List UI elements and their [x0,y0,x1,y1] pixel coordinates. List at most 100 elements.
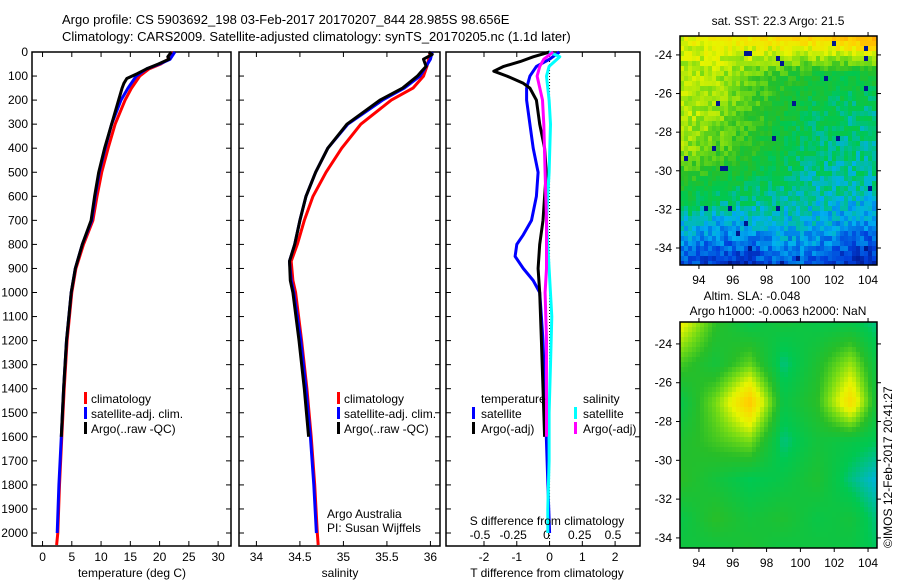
heatmap-cell [708,186,712,191]
heatmap-cell [872,186,876,191]
heatmap-cell [804,492,808,497]
heatmap-cell [740,482,744,487]
heatmap-cell [732,66,736,71]
heatmap-cell [812,156,816,161]
heatmap-cell [860,477,864,482]
heatmap-cell [704,502,708,507]
heatmap-cell [732,36,736,41]
heatmap-cell [804,462,808,467]
heatmap-cell [848,216,852,221]
heatmap-cell [868,161,872,166]
heatmap-cell [688,246,692,251]
heatmap-cell [708,181,712,186]
heatmap-cell [708,422,712,427]
heatmap-cell [700,422,704,427]
heatmap-cell [784,532,788,537]
heatmap-cell [856,412,860,417]
heatmap-cell [764,166,768,171]
heatmap-cell [812,121,816,126]
heatmap-cell [748,136,752,141]
heatmap-cell [864,131,868,136]
heatmap-cell [728,422,732,427]
heatmap-cell [740,472,744,477]
heatmap-cell [864,176,868,181]
heatmap-cell [824,522,828,527]
heatmap-cell [736,156,740,161]
heatmap-cell [720,201,724,206]
annotation-argo-australia: Argo Australia [327,507,402,521]
heatmap-cell [812,196,816,201]
heatmap-cell [800,367,804,372]
heatmap-cell [780,116,784,121]
heatmap-cell [848,362,852,367]
heatmap-cell [740,231,744,236]
heatmap-cell [732,176,736,181]
heatmap-cell [840,522,844,527]
heatmap-cell [864,196,868,201]
heatmap-cell [680,482,684,487]
heatmap-cell [784,191,788,196]
heatmap-cell [800,382,804,387]
heatmap-cell [736,36,740,41]
heatmap-cell [820,507,824,512]
lat-tick-label: -32 [655,202,673,216]
heatmap-cell [788,56,792,61]
heatmap-cell [744,136,748,141]
heatmap-cell [688,191,692,196]
heatmap-cell [704,196,708,201]
heatmap-cell [724,367,728,372]
heatmap-cell [784,136,788,141]
heatmap-cell [768,221,772,226]
map-frame [679,321,878,549]
heatmap-cell [728,136,732,141]
heatmap-cell [728,372,732,377]
heatmap-cell [812,482,816,487]
heatmap-cell [772,191,776,196]
heatmap-cell [712,236,716,241]
heatmap-cell [736,126,740,131]
heatmap-cell [744,527,748,532]
heatmap-cell [748,46,752,51]
heatmap-cell [788,261,792,265]
heatmap-cell [716,372,720,377]
heatmap-cell [872,191,876,196]
heatmap-cell [748,141,752,146]
heatmap-cell [712,66,716,71]
heatmap-cell [756,342,760,347]
heatmap-cell [692,352,696,357]
heatmap-cell [776,241,780,246]
heatmap-cell [816,56,820,61]
heatmap-cell [712,61,716,66]
heatmap-cell [800,362,804,367]
heatmap-cell [780,412,784,417]
heatmap-cell [748,106,752,111]
heatmap-cell [776,151,780,156]
heatmap-cell [724,246,728,251]
heatmap-cell [768,146,772,151]
heatmap-cell [828,342,832,347]
heatmap-cell [784,447,788,452]
heatmap-cell [808,507,812,512]
heatmap-cell [720,161,724,166]
heatmap-cell [784,342,788,347]
heatmap-cell [760,226,764,231]
heatmap-cell [732,352,736,357]
heatmap-cell [700,437,704,442]
heatmap-cell [696,116,700,121]
heatmap-cell [772,81,776,86]
heatmap-cell [696,367,700,372]
heatmap-cell [776,477,780,482]
heatmap-cell [844,176,848,181]
heatmap-cell [756,357,760,362]
heatmap-cell [780,91,784,96]
heatmap-cell [692,342,696,347]
heatmap-cell [840,442,844,447]
heatmap-cell [816,527,820,532]
heatmap-cell [804,517,808,522]
heatmap-cell [752,402,756,407]
heatmap-cell [856,176,860,181]
heatmap-cell [756,322,760,327]
heatmap-cell [760,151,764,156]
heatmap-cell [744,402,748,407]
heatmap-cell [788,342,792,347]
